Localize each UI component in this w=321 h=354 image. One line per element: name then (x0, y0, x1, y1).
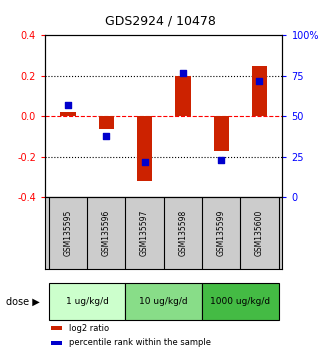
Text: log2 ratio: log2 ratio (69, 324, 109, 332)
Point (257, 78, 262, 84)
Text: 1 ug/kg/d: 1 ug/kg/d (66, 297, 108, 306)
Bar (51, 326, 62, 330)
Point (104, 133, 109, 139)
Point (219, 157, 224, 163)
Text: 10 ug/kg/d: 10 ug/kg/d (139, 297, 188, 306)
Bar (126, 283, 202, 320)
Text: GSM135598: GSM135598 (178, 210, 187, 256)
Bar (99, 116, 114, 129)
Text: GSM135599: GSM135599 (217, 210, 226, 256)
Bar (202, 283, 279, 320)
Bar (252, 66, 267, 116)
Text: GDS2924 / 10478: GDS2924 / 10478 (105, 14, 216, 27)
Bar (213, 116, 229, 151)
Bar (60, 112, 75, 116)
Text: 1000 ug/kg/d: 1000 ug/kg/d (210, 297, 270, 306)
Text: GSM135595: GSM135595 (64, 210, 73, 256)
Text: percentile rank within the sample: percentile rank within the sample (69, 338, 211, 347)
Bar (49, 283, 126, 320)
Point (180, 70, 186, 75)
Text: dose ▶: dose ▶ (5, 296, 39, 306)
Bar (137, 116, 152, 181)
Point (142, 159, 147, 165)
Bar (175, 76, 191, 116)
Text: GSM135600: GSM135600 (255, 210, 264, 256)
Bar (51, 341, 62, 344)
Point (65, 102, 71, 108)
Text: GSM135596: GSM135596 (102, 210, 111, 256)
Text: GSM135597: GSM135597 (140, 210, 149, 256)
